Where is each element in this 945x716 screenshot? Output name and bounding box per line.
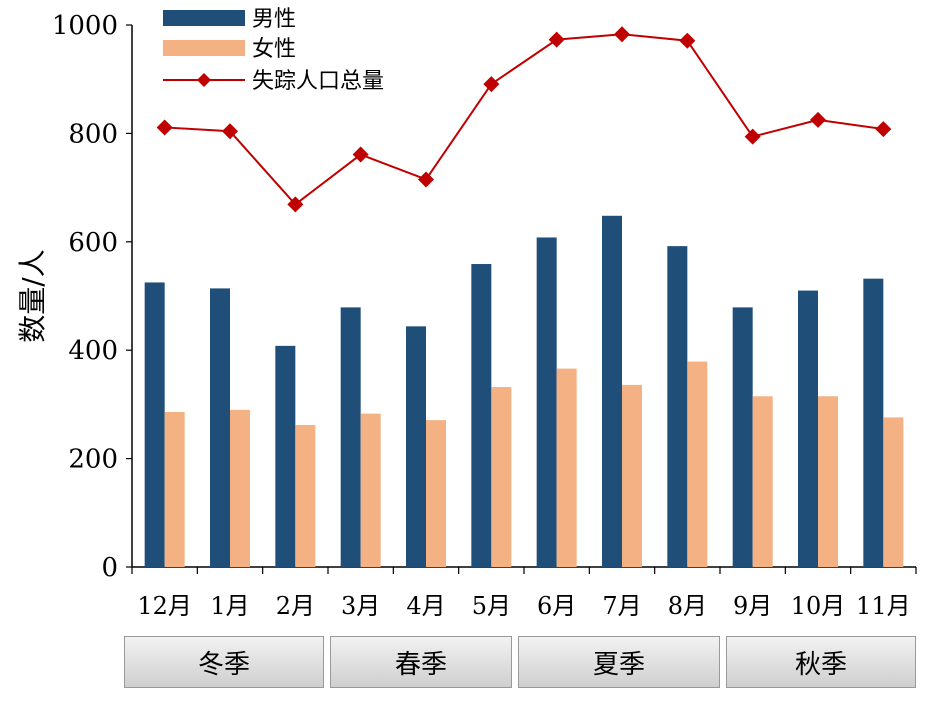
legend-swatch-male (163, 10, 245, 26)
bar-female (295, 424, 316, 567)
total-point (156, 119, 173, 136)
total-point (614, 26, 630, 43)
y-axis-label: 数量/人 (16, 249, 49, 342)
bar-male (863, 278, 884, 567)
legend-swatch-female (163, 40, 245, 56)
total-point (810, 111, 826, 128)
legend-swatch-total-marker (197, 73, 211, 87)
season-label-autumn: 秋季 (726, 636, 916, 688)
y-tick-label: 0 (101, 553, 118, 583)
bar-male (406, 326, 426, 567)
bar-female (556, 368, 577, 567)
total-point (548, 31, 565, 48)
y-tick-label: 400 (68, 336, 118, 366)
total-point (483, 76, 500, 93)
bar-male (210, 288, 230, 567)
bar-male (798, 290, 818, 567)
bar-male (275, 345, 296, 567)
bar-female (622, 384, 642, 567)
season-label-spring: 春季 (330, 636, 512, 688)
x-tick-label: 12月 (137, 592, 192, 620)
bar-male (340, 307, 361, 567)
bar-male (536, 237, 557, 568)
bar-female (164, 411, 185, 567)
bar-female (883, 417, 904, 567)
total-point (679, 32, 696, 49)
total-line (164, 33, 884, 206)
season-label-summer: 夏季 (518, 636, 720, 688)
total-point (875, 121, 892, 138)
total-point (222, 123, 238, 140)
bar-female (426, 420, 446, 567)
y-tick-label: 800 (68, 119, 118, 149)
x-tick-label: 9月 (733, 592, 772, 620)
total-line-series (156, 26, 892, 213)
bar-male (667, 246, 688, 568)
total-point (287, 196, 304, 213)
legend-label-male: 男性 (252, 7, 296, 32)
x-tick-label: 11月 (856, 592, 911, 620)
y-tick-label: 200 (68, 445, 118, 475)
axes: 0 200 400 600 800 1000 12月 1月 2月 3月 4月 5月 6月 7月 8月 9月 10… (16, 11, 917, 620)
x-tick-label: 7月 (602, 592, 641, 620)
x-tick-label: 8月 (668, 592, 707, 620)
bar-male (144, 282, 165, 567)
bar-female (752, 396, 773, 567)
y-tick-label: 600 (68, 228, 118, 258)
bar-male (732, 307, 753, 567)
x-tick-label: 3月 (341, 592, 380, 620)
x-tick-label: 6月 (537, 592, 576, 620)
x-tick-label: 10月 (791, 592, 846, 620)
bars (144, 215, 904, 568)
bar-male (471, 264, 492, 567)
total-point (418, 171, 434, 188)
total-point (352, 146, 369, 163)
x-tick-label: 5月 (472, 592, 511, 620)
bar-male (602, 215, 622, 567)
bar-female (230, 409, 250, 567)
bar-female (818, 396, 838, 567)
x-tick-label: 4月 (406, 592, 445, 620)
season-label-winter: 冬季 (124, 636, 324, 688)
y-tick-label: 1000 (52, 11, 118, 41)
legend-label-total: 失踪人口总量 (252, 69, 384, 94)
bar-female (687, 361, 708, 567)
bar-female (491, 387, 512, 567)
x-tick-label: 2月 (276, 592, 315, 620)
x-tick-label: 1月 (210, 592, 249, 620)
legend-label-female: 女性 (252, 37, 296, 62)
total-point (744, 128, 761, 145)
bar-female (360, 413, 381, 567)
